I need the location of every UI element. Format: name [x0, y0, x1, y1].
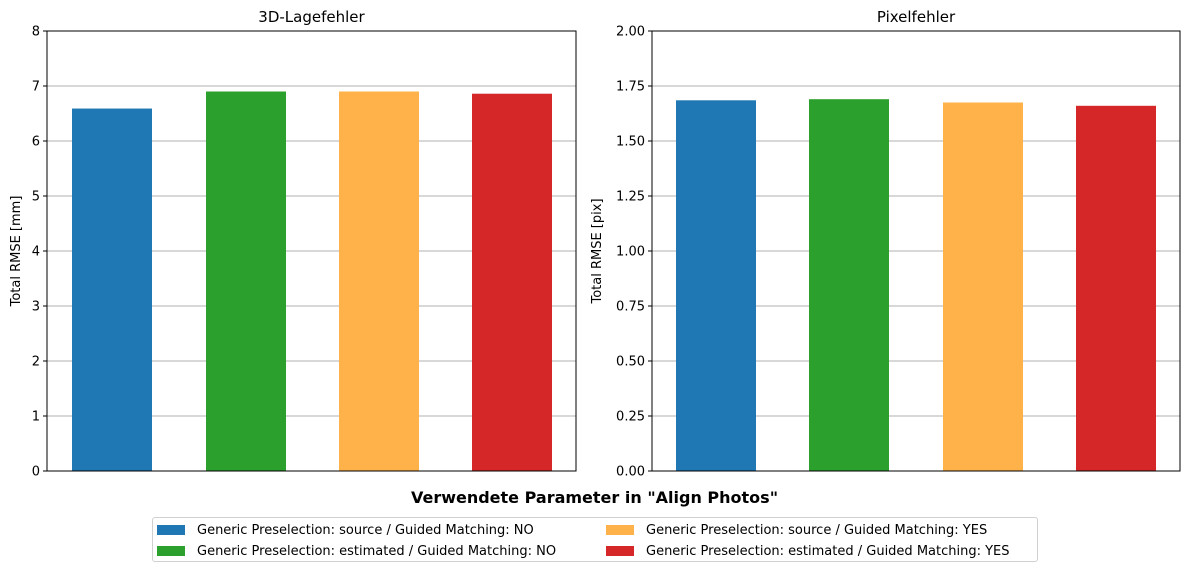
legend-swatch — [606, 525, 634, 535]
y-tick-label: 0 — [32, 465, 40, 480]
legend: Generic Preselection: source / Guided Ma… — [152, 517, 1038, 562]
y-axis-label: Total RMSE [pix] — [590, 198, 605, 304]
y-tick-label: 4 — [32, 245, 40, 260]
y-tick-label: 1.25 — [616, 190, 645, 205]
legend-item: Generic Preselection: estimated / Guided… — [606, 542, 1010, 560]
bar — [676, 100, 756, 472]
legend-swatch — [157, 546, 185, 556]
y-tick-label: 1 — [32, 410, 40, 425]
y-tick-label: 1.00 — [616, 245, 645, 260]
y-tick-label: 0.50 — [616, 355, 645, 370]
legend-title: Verwendete Parameter in "Align Photos" — [410, 488, 779, 507]
bar — [943, 102, 1023, 471]
y-axis-label: Total RMSE [mm] — [9, 196, 24, 308]
legend-label: Generic Preselection: source / Guided Ma… — [646, 522, 988, 538]
y-tick-label: 6 — [32, 135, 40, 150]
bar — [1076, 105, 1156, 472]
y-tick-label: 0.00 — [616, 465, 645, 480]
legend-item: Generic Preselection: estimated / Guided… — [157, 542, 556, 560]
legend-label: Generic Preselection: estimated / Guided… — [197, 543, 557, 559]
y-tick-label: 5 — [32, 190, 40, 205]
bar — [809, 99, 889, 471]
y-tick-label: 1.75 — [616, 80, 645, 95]
legend-label: Generic Preselection: source / Guided Ma… — [197, 522, 534, 538]
bar — [472, 93, 552, 471]
legend-swatch — [157, 525, 185, 535]
y-tick-label: 2 — [32, 355, 40, 370]
y-tick-label: 3 — [32, 300, 40, 315]
y-tick-label: 7 — [32, 80, 40, 95]
chart-title: Pixelfehler — [877, 8, 956, 26]
legend-item: Generic Preselection: source / Guided Ma… — [157, 521, 534, 539]
chart-title: 3D-Lagefehler — [258, 8, 365, 26]
bar — [206, 91, 286, 471]
y-tick-label: 0.25 — [616, 410, 645, 425]
figure: 0 1 2 3 4 5 6 7 8 3D-Lagefehler Total RMSE [mm] 0.0… — [9, 8, 1181, 480]
y-tick-label: 2.00 — [616, 25, 645, 40]
bar — [339, 91, 419, 471]
legend-swatch — [606, 546, 634, 556]
y-tick-label: 8 — [32, 25, 40, 40]
legend-label: Generic Preselection: estimated / Guided… — [646, 543, 1010, 559]
y-tick-label: 0.75 — [616, 300, 645, 315]
legend-item: Generic Preselection: source / Guided Ma… — [606, 521, 987, 539]
y-tick-label: 1.50 — [616, 135, 645, 150]
bar — [72, 108, 152, 472]
